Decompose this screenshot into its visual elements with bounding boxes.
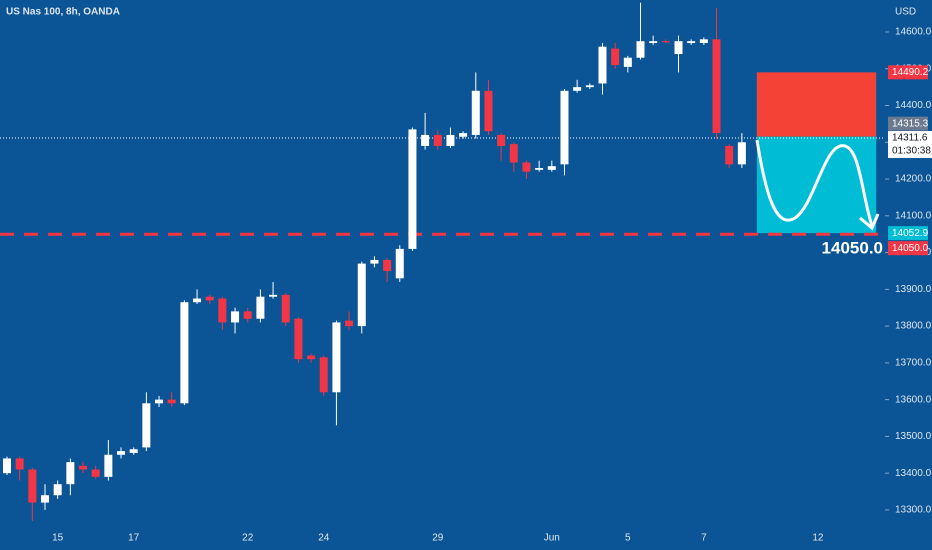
candle-body bbox=[395, 248, 404, 279]
candle-body bbox=[117, 451, 126, 455]
candle-body bbox=[91, 469, 100, 477]
candle-body bbox=[471, 90, 480, 135]
candle-body bbox=[15, 458, 24, 470]
candle-body bbox=[79, 465, 88, 470]
candle-body bbox=[53, 484, 62, 496]
y-tick-label: 14200.0 bbox=[895, 174, 932, 185]
candle-body bbox=[383, 259, 392, 271]
y-tick-label: 14100.0 bbox=[895, 210, 932, 221]
candle-body bbox=[611, 48, 620, 66]
last-price-tag bbox=[888, 131, 932, 159]
candle-body bbox=[167, 399, 176, 404]
candle-body bbox=[737, 142, 746, 165]
target-label: 14050.0 bbox=[822, 239, 883, 258]
y-tick-label: 13300.0 bbox=[895, 505, 932, 516]
candle-body bbox=[573, 87, 582, 91]
candle-body bbox=[319, 357, 328, 393]
price-tag bbox=[888, 226, 928, 241]
candle-body bbox=[281, 294, 290, 323]
candle-body bbox=[649, 41, 658, 44]
stop-zone bbox=[756, 72, 877, 137]
candle-body bbox=[484, 90, 493, 132]
candle-body bbox=[41, 495, 50, 503]
x-tick-label: 22 bbox=[242, 533, 254, 544]
candle-body bbox=[218, 298, 227, 323]
price-tag bbox=[888, 241, 928, 256]
candle-body bbox=[231, 311, 240, 323]
candle-body bbox=[560, 90, 569, 165]
candle-body bbox=[585, 85, 594, 88]
x-tick-label: 7 bbox=[701, 533, 707, 544]
x-tick-label: 29 bbox=[432, 533, 444, 544]
candle-body bbox=[725, 145, 734, 165]
candle-body bbox=[28, 469, 37, 503]
candle-body bbox=[269, 294, 278, 297]
x-tick-label: 15 bbox=[52, 533, 64, 544]
candle-body bbox=[459, 133, 468, 137]
candle-body bbox=[687, 41, 696, 44]
candle-body bbox=[180, 302, 189, 404]
price-tag-label: 14490.2 bbox=[892, 67, 929, 78]
candle-body bbox=[433, 134, 442, 146]
candle-body bbox=[66, 462, 75, 485]
x-tick-label: Jun bbox=[544, 533, 560, 544]
candle-body bbox=[408, 129, 417, 249]
x-tick-label: 5 bbox=[625, 533, 631, 544]
price-tag-label: 14052.9 bbox=[892, 228, 929, 239]
candle-body bbox=[155, 399, 164, 404]
candle-body bbox=[598, 46, 607, 84]
chart-title: US Nas 100, 8h, OANDA bbox=[6, 7, 120, 18]
candle-body bbox=[332, 322, 341, 393]
candle-body bbox=[256, 296, 265, 319]
x-tick-label: 17 bbox=[128, 533, 140, 544]
candle-body bbox=[636, 41, 645, 58]
candle-body bbox=[535, 168, 544, 170]
y-tick-label: 14600.0 bbox=[895, 27, 932, 38]
y-tick-label: 13800.0 bbox=[895, 321, 932, 332]
y-tick-label: 13600.0 bbox=[895, 394, 932, 405]
candle-body bbox=[205, 296, 214, 301]
candle-body bbox=[142, 403, 151, 448]
candle-body bbox=[509, 144, 518, 163]
candle-body bbox=[345, 320, 354, 327]
candle-body bbox=[294, 318, 303, 360]
candle-body bbox=[357, 263, 366, 327]
countdown-label: 01:30:38 bbox=[892, 146, 931, 157]
y-axis-label: USD bbox=[895, 7, 916, 18]
candle-body bbox=[547, 166, 556, 170]
candle-body bbox=[421, 134, 430, 146]
price-tag bbox=[888, 65, 928, 80]
candle-body bbox=[370, 259, 379, 264]
candle-body bbox=[712, 39, 721, 134]
y-tick-label: 14400.0 bbox=[895, 100, 932, 111]
candle-body bbox=[497, 134, 506, 146]
candle-body bbox=[446, 134, 455, 146]
candle-body bbox=[699, 39, 708, 44]
candle-body bbox=[3, 458, 11, 474]
x-tick-label: 12 bbox=[812, 533, 824, 544]
y-tick-label: 13500.0 bbox=[895, 431, 932, 442]
price-tag-label: 14050.0 bbox=[892, 243, 929, 254]
last-price-label: 14311.6 bbox=[892, 133, 928, 144]
candle-body bbox=[243, 311, 252, 319]
x-tick-label: 24 bbox=[318, 533, 330, 544]
candle-body bbox=[104, 454, 113, 477]
y-tick-label: 13400.0 bbox=[895, 468, 932, 479]
candle-body bbox=[661, 41, 670, 43]
price-tag bbox=[888, 116, 928, 131]
candle-body bbox=[129, 449, 138, 453]
y-tick-label: 13900.0 bbox=[895, 284, 932, 295]
candle-body bbox=[623, 57, 632, 67]
price-tag-label: 14315.3 bbox=[892, 118, 929, 129]
projection-curve bbox=[755, 139, 880, 231]
candle-body bbox=[193, 298, 202, 303]
candle-body bbox=[674, 41, 683, 55]
candle-body bbox=[307, 355, 316, 360]
y-tick-label: 13700.0 bbox=[895, 358, 932, 369]
candle-body bbox=[522, 162, 531, 172]
